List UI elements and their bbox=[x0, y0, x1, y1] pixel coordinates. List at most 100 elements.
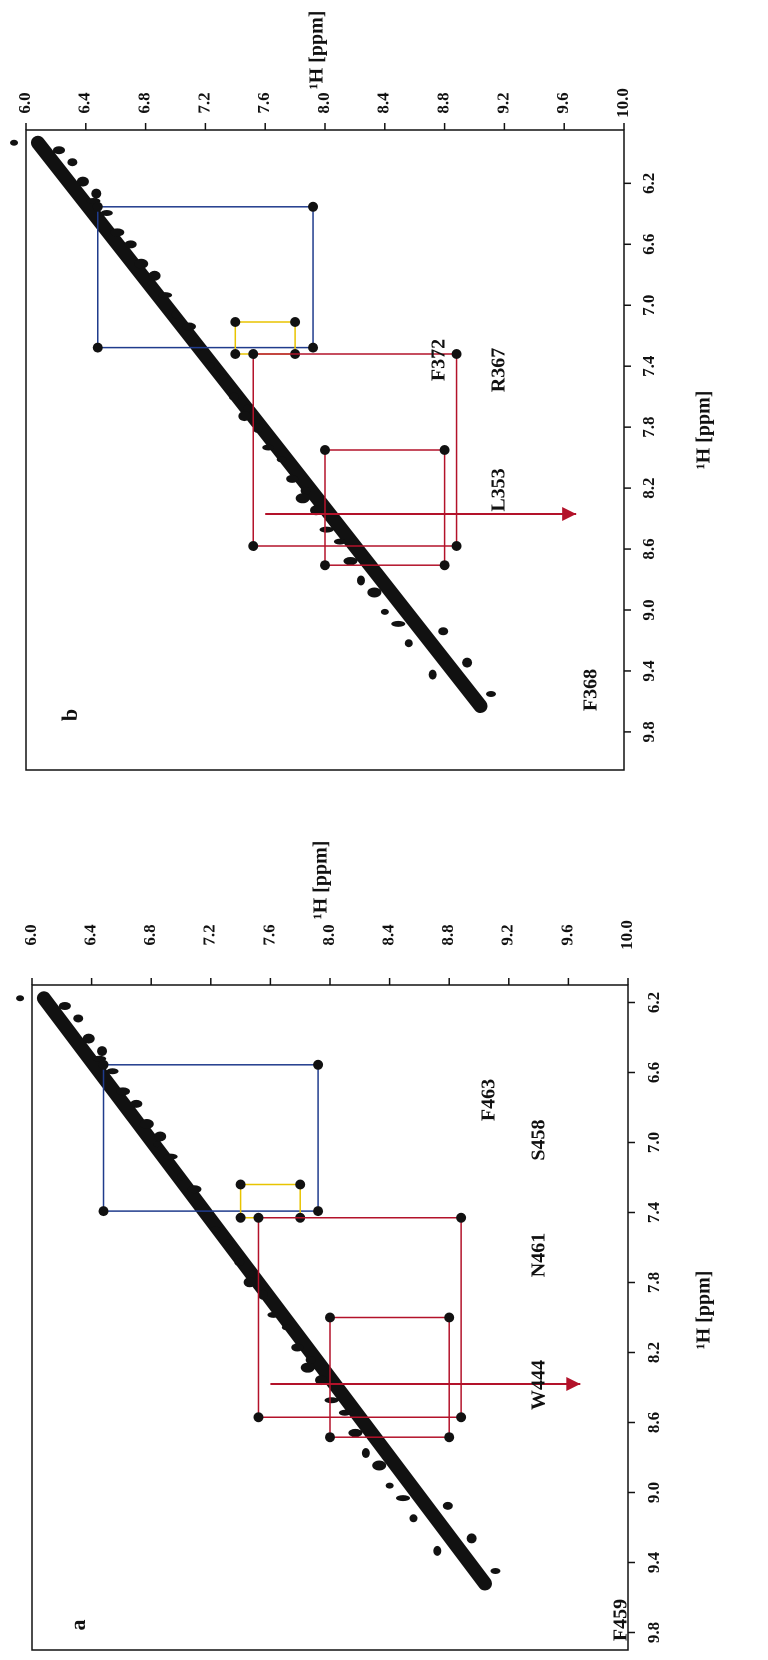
cross-peak bbox=[230, 349, 241, 359]
cross-peak bbox=[444, 1432, 455, 1443]
x-tick-label: 9.0 bbox=[639, 599, 658, 620]
cross-peak bbox=[295, 493, 310, 504]
connectivity-box bbox=[234, 321, 296, 355]
x-tick-label: 8.6 bbox=[644, 1412, 663, 1433]
cross-peak bbox=[308, 201, 319, 212]
cross-peak bbox=[348, 1428, 363, 1437]
x-tick-label: 8.2 bbox=[639, 477, 658, 498]
y-tick-label: 8.8 bbox=[438, 924, 457, 945]
cross-peak bbox=[356, 575, 365, 586]
spectrum-panel bbox=[16, 984, 629, 1651]
cross-peak bbox=[134, 258, 149, 269]
cross-peak bbox=[210, 1226, 221, 1233]
cross-peak bbox=[177, 1172, 186, 1181]
y-tick-label: 9.6 bbox=[557, 924, 576, 945]
y-tick-label: 9.6 bbox=[553, 92, 572, 113]
cross-peak bbox=[308, 342, 319, 353]
cross-peak bbox=[396, 1495, 411, 1502]
cross-peak bbox=[367, 587, 382, 598]
cross-peak bbox=[139, 1118, 154, 1129]
cross-peak bbox=[58, 1001, 71, 1010]
y-axis-title: ¹H [ppm] bbox=[306, 11, 328, 90]
cross-peak bbox=[224, 1238, 233, 1245]
cross-peak bbox=[380, 608, 389, 615]
cross-peak bbox=[195, 340, 204, 351]
y-tick-label: 7.2 bbox=[200, 924, 219, 945]
cross-peak bbox=[228, 392, 239, 401]
cross-peak bbox=[325, 1312, 335, 1323]
connectivity-box bbox=[324, 449, 446, 566]
residue-label: F372 bbox=[428, 339, 450, 381]
y-tick-label: 8.0 bbox=[314, 92, 333, 113]
cross-peak bbox=[466, 1533, 477, 1544]
cross-peak bbox=[291, 1343, 304, 1352]
cross-peak bbox=[385, 1482, 394, 1489]
cross-peak bbox=[130, 1099, 143, 1108]
cross-peak bbox=[124, 240, 137, 249]
cross-peak bbox=[300, 1362, 315, 1373]
cross-peak bbox=[324, 1397, 339, 1404]
x-axis-title: ¹H [ppm] bbox=[693, 391, 715, 470]
cross-peak bbox=[325, 1432, 335, 1443]
cross-peak bbox=[115, 1087, 130, 1096]
x-tick-label: 9.4 bbox=[639, 660, 658, 682]
x-tick-label: 7.8 bbox=[639, 417, 658, 438]
y-tick-label: 6.4 bbox=[75, 92, 94, 114]
cross-peak bbox=[319, 526, 334, 533]
residue-label: S458 bbox=[528, 1119, 550, 1160]
connectivity-box bbox=[252, 353, 458, 547]
cross-peak bbox=[315, 1375, 328, 1386]
cross-peak bbox=[433, 1545, 442, 1556]
cross-peak bbox=[97, 1046, 108, 1057]
y-tick-label: 6.8 bbox=[140, 924, 159, 945]
cross-peak bbox=[200, 1204, 209, 1215]
cross-peak bbox=[404, 639, 413, 648]
cross-peak bbox=[253, 1412, 264, 1423]
cross-peak bbox=[451, 541, 462, 551]
cross-peak bbox=[320, 560, 330, 571]
x-tick-label: 9.8 bbox=[644, 1622, 663, 1643]
x-tick-label: 6.2 bbox=[644, 992, 663, 1013]
cross-peak bbox=[238, 411, 251, 422]
x-tick-label: 6.6 bbox=[644, 1062, 663, 1083]
x-tick-label: 9.0 bbox=[644, 1482, 663, 1503]
residue-label: L353 bbox=[488, 468, 510, 511]
y-tick-label: 6.8 bbox=[135, 92, 154, 113]
cross-peak bbox=[281, 1324, 292, 1331]
x-tick-label: 7.0 bbox=[639, 295, 658, 316]
cross-peak bbox=[147, 280, 156, 287]
cross-peak bbox=[438, 627, 449, 636]
cross-peak bbox=[361, 1448, 370, 1459]
y-axis-title: ¹H [ppm] bbox=[310, 841, 332, 920]
cross-peak bbox=[163, 1153, 178, 1160]
cross-peak bbox=[428, 669, 437, 680]
x-tick-label: 7.0 bbox=[644, 1132, 663, 1153]
cross-peak bbox=[456, 1412, 467, 1423]
x-tick-label: 9.4 bbox=[644, 1551, 663, 1573]
connectivity-box bbox=[257, 1217, 462, 1418]
cross-peak bbox=[153, 1141, 162, 1148]
cross-peak bbox=[98, 1059, 109, 1070]
x-tick-label: 8.2 bbox=[644, 1342, 663, 1363]
cross-peak bbox=[248, 349, 259, 359]
connectivity-box bbox=[97, 206, 314, 349]
cross-peak bbox=[286, 474, 299, 483]
y-tick-label: 6.4 bbox=[81, 924, 100, 946]
cross-peak bbox=[490, 1568, 501, 1575]
x-tick-label: 6.6 bbox=[639, 234, 658, 255]
cross-peak bbox=[235, 1179, 246, 1190]
cross-peak bbox=[252, 423, 263, 434]
residue-label: F463 bbox=[478, 1079, 500, 1121]
residue-label: W444 bbox=[528, 1360, 550, 1410]
x-axis-title: ¹H [ppm] bbox=[693, 1271, 715, 1350]
connectivity-box bbox=[239, 1183, 301, 1219]
cross-peak bbox=[234, 1258, 245, 1267]
cross-peak bbox=[154, 1131, 167, 1142]
cross-peak bbox=[73, 1014, 84, 1023]
residue-label: N461 bbox=[528, 1233, 550, 1277]
cross-peak bbox=[295, 1179, 306, 1190]
cross-peak bbox=[181, 322, 196, 331]
x-tick-label: 6.2 bbox=[639, 173, 658, 194]
